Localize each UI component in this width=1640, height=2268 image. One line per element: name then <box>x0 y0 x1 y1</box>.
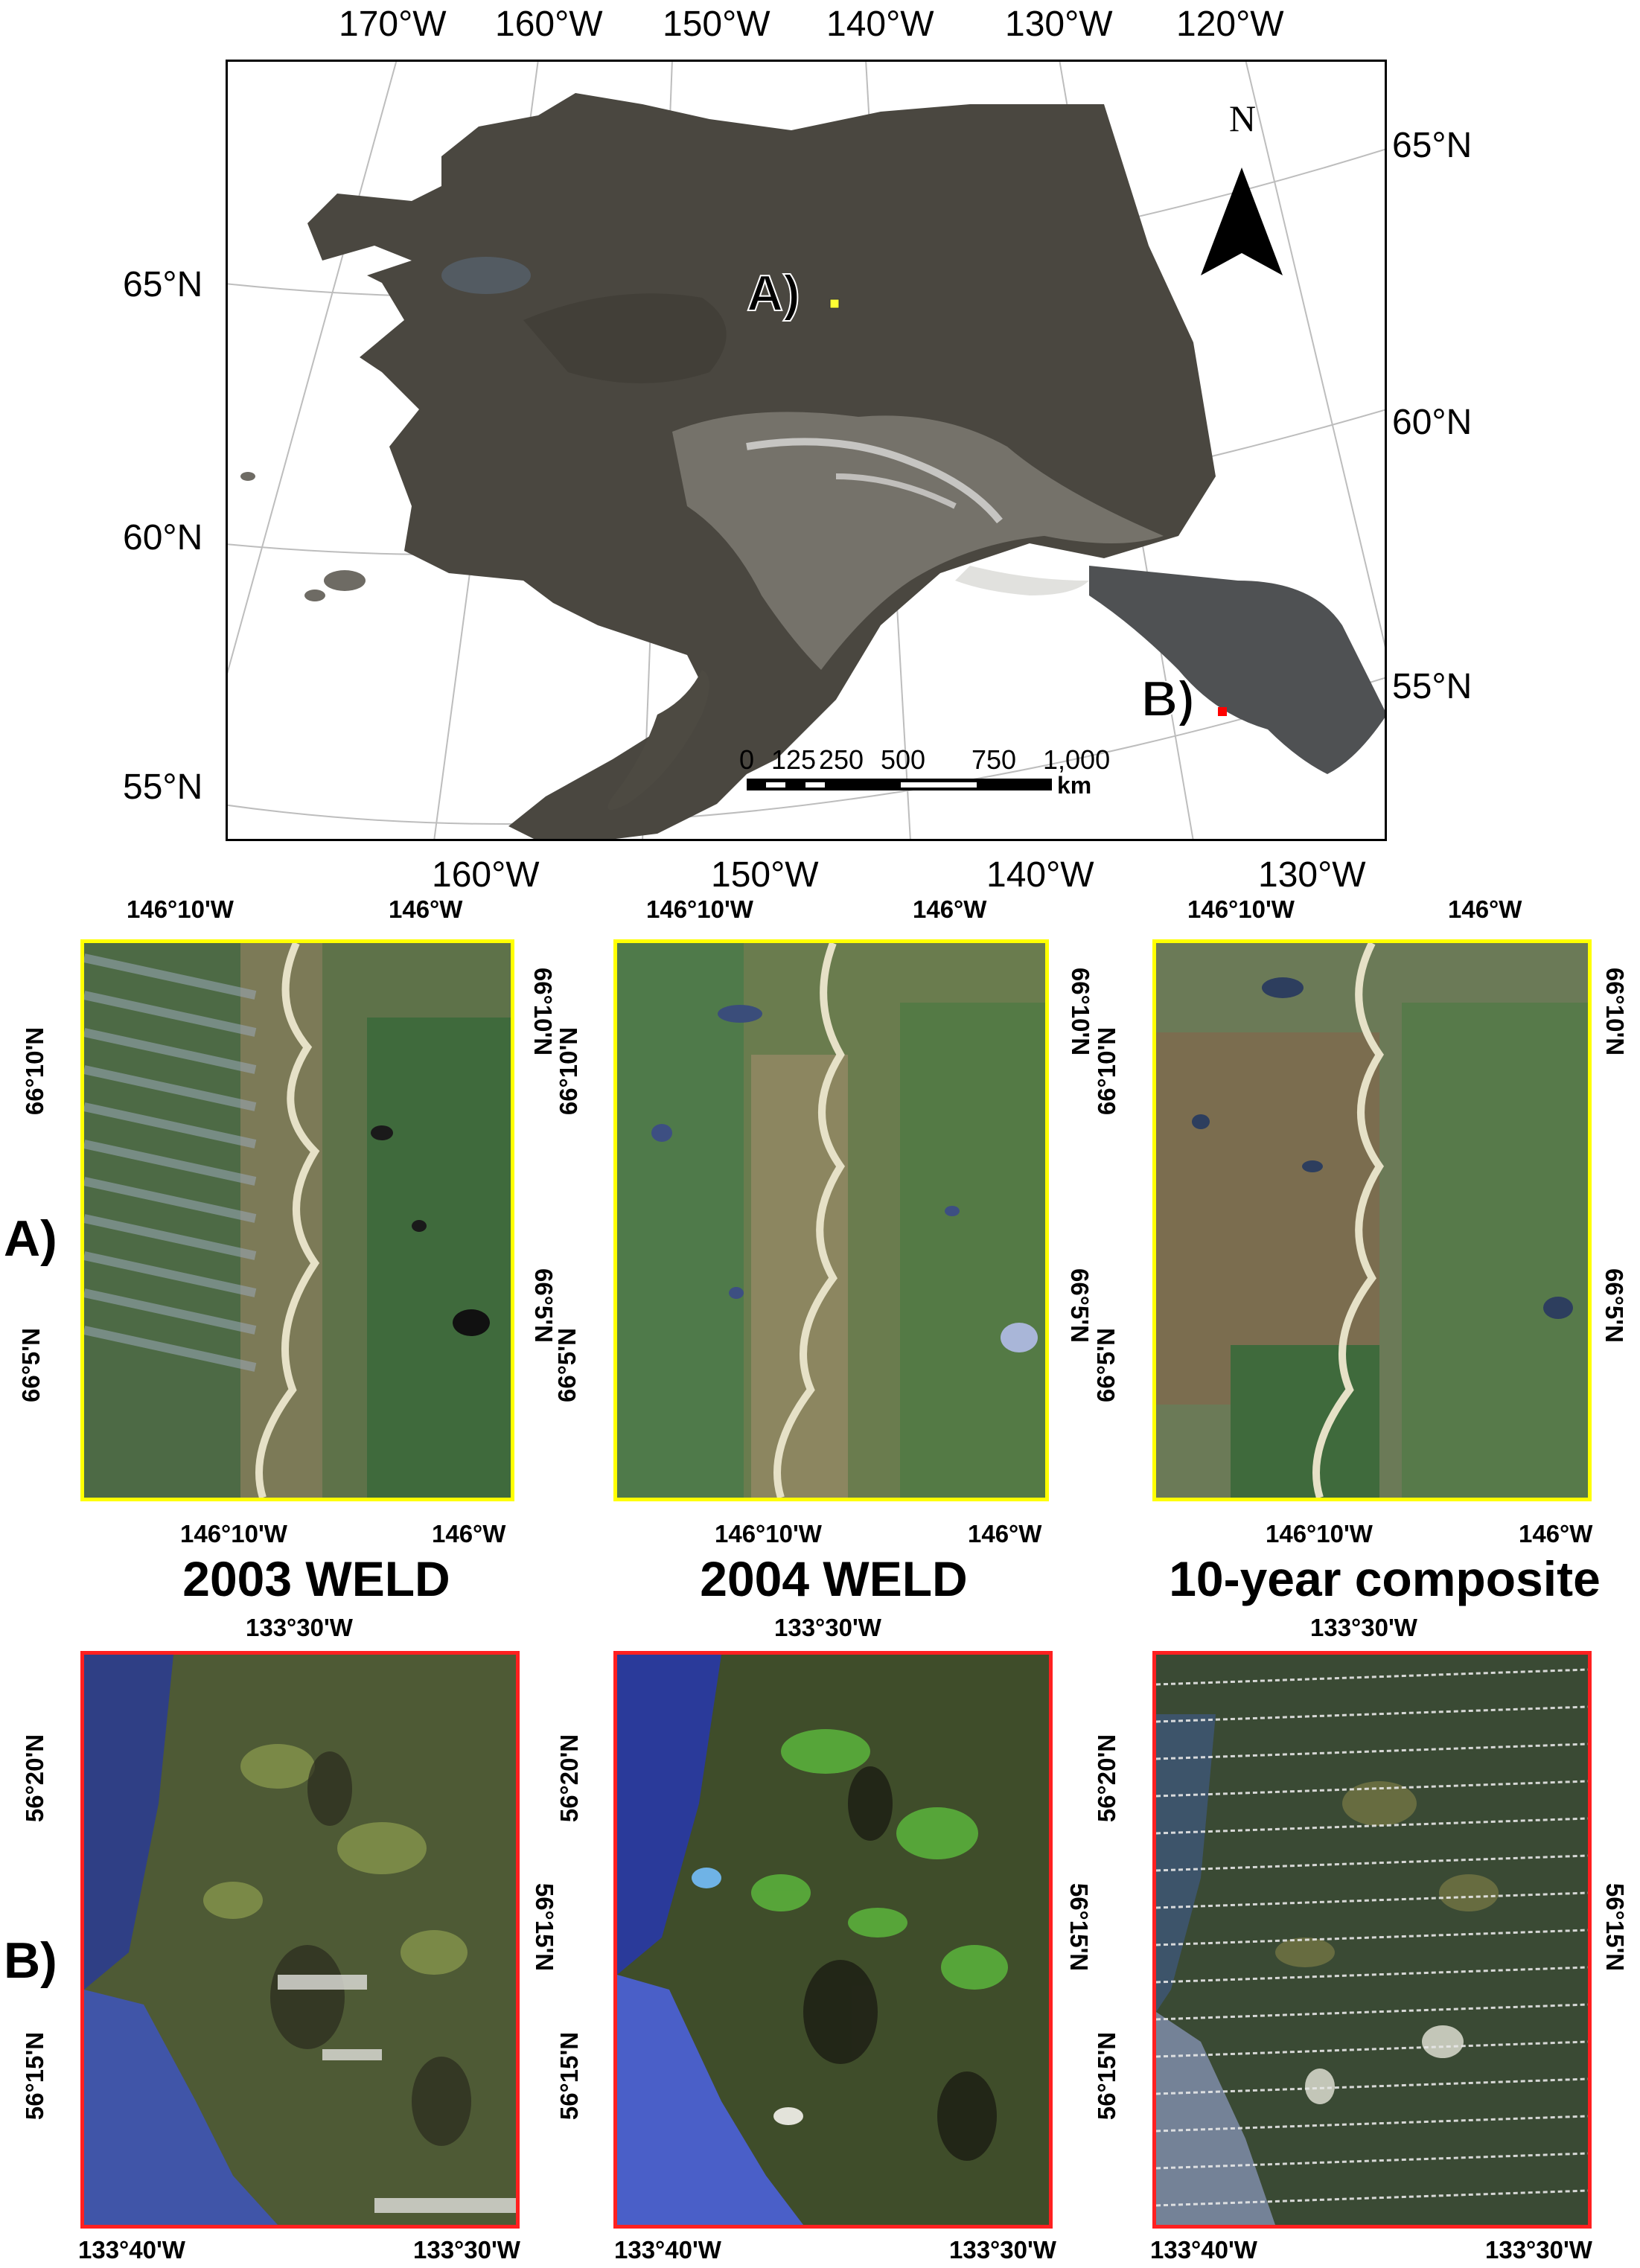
row-a-lat-tick: 66°10'N <box>1067 967 1095 1056</box>
site-b-marker <box>1218 707 1227 716</box>
row-a-panel-composite <box>1152 939 1592 1501</box>
row-a-top-tick: 146°W <box>913 895 987 923</box>
top-lon-label: 170°W <box>339 4 447 44</box>
row-a-bottom-tick: 146°10'W <box>1266 1520 1373 1547</box>
row-b-panel-2004 <box>613 1651 1053 2229</box>
row-b-left-lat-tick: 56°15'N <box>21 2031 49 2121</box>
scale-bar <box>747 779 1052 790</box>
left-lat-label: 55°N <box>123 767 203 807</box>
row-a-lat-tick: 66°10'N <box>555 1026 583 1116</box>
scale-tick-label: 500 <box>881 744 926 775</box>
row-b-bottom-tick: 133°40'W <box>1150 2236 1257 2264</box>
row-b-bottom-tick: 133°30'W <box>949 2236 1056 2264</box>
row-a-bottom-tick: 146°W <box>1519 1520 1593 1547</box>
row-b-right-lat-tick: 56°15'N <box>1601 1882 1630 1972</box>
row-b-left-lat-tick: 56°20'N <box>555 1734 584 1823</box>
row-a-top-tick: 146°W <box>389 895 463 923</box>
right-lat-label: 55°N <box>1392 667 1473 706</box>
left-lat-label: 65°N <box>123 265 203 304</box>
row-a-lat-tick: 66°10'N <box>1601 967 1630 1056</box>
right-lat-label: 60°N <box>1392 403 1473 442</box>
row-b-panel-2003 <box>80 1651 520 2229</box>
row-a-bottom-tick: 146°W <box>968 1520 1042 1547</box>
bottom-lon-label: 130°W <box>1258 855 1366 895</box>
scale-tick-label: 250 <box>819 744 864 775</box>
row-a-panel-2004 <box>613 939 1049 1501</box>
top-lon-label: 130°W <box>1005 4 1113 44</box>
row-a-label: A) <box>4 1210 57 1267</box>
row-b-top-tick: 133°30'W <box>246 1614 353 1641</box>
row-a-panel-2003 <box>80 939 514 1501</box>
row-b-bottom-tick: 133°40'W <box>78 2236 185 2264</box>
row-b-left-lat-tick: 56°15'N <box>555 2031 584 2121</box>
row-b-panel-composite <box>1152 1651 1592 2229</box>
north-arrow <box>1201 167 1283 275</box>
scale-tick-label: 0 <box>739 744 755 775</box>
right-lat-label: 65°N <box>1392 126 1473 165</box>
row-b-right-lat-tick: 56°15'N <box>531 1882 559 1972</box>
row-b-bottom-tick: 133°40'W <box>614 2236 721 2264</box>
row-a-top-tick: 146°10'W <box>1187 895 1295 923</box>
row-a-bottom-tick: 146°10'W <box>715 1520 822 1547</box>
panel-title: 2003 WELD <box>182 1551 450 1606</box>
scale-tick-label: 750 <box>971 744 1017 775</box>
left-lat-label: 60°N <box>123 518 203 558</box>
panel-title: 10-year composite <box>1169 1551 1601 1606</box>
site-b-label: B) <box>1140 670 1196 728</box>
bottom-lon-label: 140°W <box>986 855 1094 895</box>
bottom-lon-label: 150°W <box>711 855 819 895</box>
row-b-left-lat-tick: 56°20'N <box>21 1734 49 1823</box>
scale-tick-label: 1,000 <box>1043 744 1111 775</box>
top-lon-label: 120°W <box>1176 4 1284 44</box>
row-b-left-lat-tick: 56°20'N <box>1093 1734 1121 1823</box>
row-b-bottom-tick: 133°30'W <box>1485 2236 1592 2264</box>
alaska-landmass <box>240 93 1387 841</box>
row-a-top-tick: 146°10'W <box>646 895 753 923</box>
row-a-bottom-tick: 146°10'W <box>180 1520 287 1547</box>
site-a-marker <box>829 298 840 309</box>
site-a-label: A) <box>746 264 801 322</box>
row-a-lat-tick: 66°5'N <box>1065 1268 1094 1343</box>
row-a-top-tick: 146°10'W <box>127 895 234 923</box>
scale-unit-label: km <box>1057 772 1092 799</box>
row-b-label: B) <box>4 1932 57 1989</box>
row-a-lat-tick: 66°5'N <box>16 1328 45 1402</box>
row-b-bottom-tick: 133°30'W <box>413 2236 520 2264</box>
row-b-top-tick: 133°30'W <box>1310 1614 1417 1641</box>
overview-map: N A) B) 0 125 250 500 750 1,000 km <box>226 60 1387 841</box>
row-b-right-lat-tick: 56°15'N <box>1065 1882 1094 1972</box>
panel-title: 2004 WELD <box>700 1551 968 1606</box>
row-a-bottom-tick: 146°W <box>432 1520 506 1547</box>
row-a-lat-tick: 66°5'N <box>552 1328 581 1402</box>
row-a-lat-tick: 66°10'N <box>1093 1026 1121 1116</box>
top-lon-label: 160°W <box>495 4 603 44</box>
scale-tick-label: 125 <box>771 744 817 775</box>
row-a-lat-tick: 66°5'N <box>1091 1328 1120 1402</box>
bottom-lon-label: 160°W <box>432 855 540 895</box>
row-a-lat-tick: 66°10'N <box>529 967 558 1056</box>
row-a-lat-tick: 66°5'N <box>1600 1268 1628 1343</box>
row-b-top-tick: 133°30'W <box>774 1614 881 1641</box>
top-lon-label: 150°W <box>663 4 770 44</box>
north-label: N <box>1229 98 1257 139</box>
row-a-lat-tick: 66°10'N <box>21 1026 49 1116</box>
row-a-top-tick: 146°W <box>1448 895 1522 923</box>
row-b-left-lat-tick: 56°15'N <box>1093 2031 1121 2121</box>
top-lon-label: 140°W <box>826 4 934 44</box>
